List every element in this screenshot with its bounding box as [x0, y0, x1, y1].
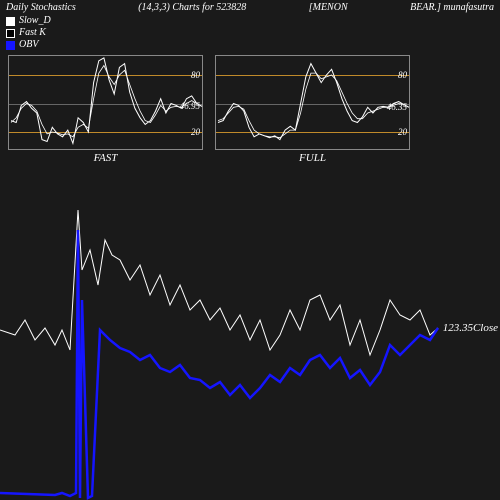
mini-chart-full-title: FULL: [215, 152, 410, 164]
title-left: Daily Stochastics: [6, 2, 76, 13]
legend-label-fast-k: Fast K: [19, 27, 46, 39]
mini-chart-full: 208046.35: [215, 55, 410, 150]
title-ticker: [MENON: [309, 2, 348, 13]
mini-chart-fast-title: FAST: [8, 152, 203, 164]
mini-chart-fast-wrap: 208046.95 FAST: [8, 55, 203, 164]
mini-chart-fast: 208046.95: [8, 55, 203, 150]
title-right: BEAR.] munafasutra: [410, 2, 494, 13]
legend-box-obv: [6, 41, 15, 50]
legend-obv: OBV: [6, 39, 494, 51]
legend-box-slow-d: [6, 17, 15, 26]
mini-charts-row: 208046.95 FAST 208046.35 FULL: [0, 51, 500, 164]
mini-chart-full-wrap: 208046.35 FULL: [215, 55, 410, 164]
close-label: 123.35Close: [443, 322, 498, 334]
legend-slow-d: Slow_D: [6, 15, 494, 27]
legend-fast-k: Fast K: [6, 27, 494, 39]
title-center: (14,3,3) Charts for 523828: [138, 2, 246, 13]
price-line: [0, 210, 438, 355]
legend: Slow_D Fast K OBV: [0, 15, 500, 51]
legend-box-fast-k: [6, 29, 15, 38]
main-chart: 123.35Close: [0, 200, 500, 500]
legend-label-slow-d: Slow_D: [19, 15, 51, 27]
header-bar: Daily Stochastics (14,3,3) Charts for 52…: [0, 0, 500, 15]
legend-label-obv: OBV: [19, 39, 38, 51]
obv-line: [0, 230, 438, 498]
